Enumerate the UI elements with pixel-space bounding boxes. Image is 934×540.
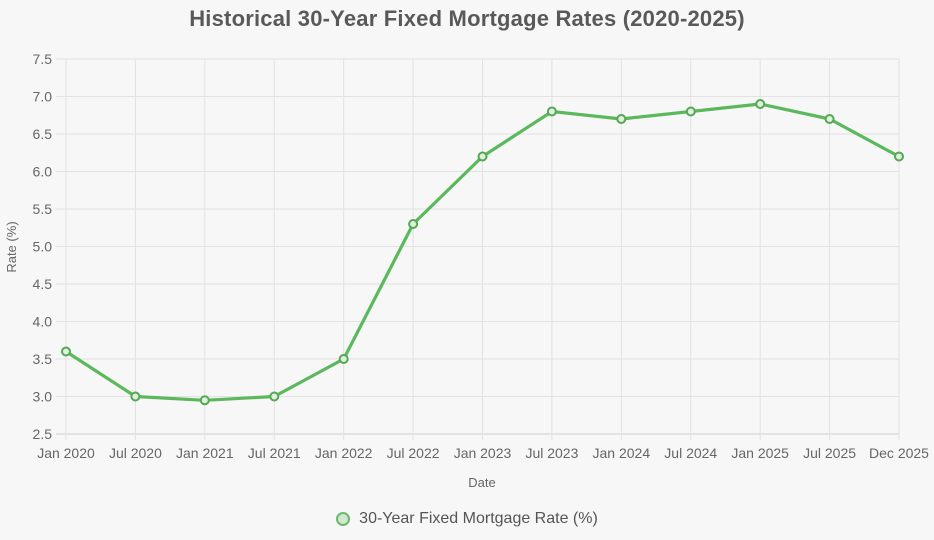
data-point[interactable] — [546, 106, 557, 117]
chart-title: Historical 30-Year Fixed Mortgage Rates … — [189, 6, 745, 31]
data-point[interactable] — [477, 151, 488, 162]
x-tick-label: Jul 2020 — [109, 445, 162, 461]
data-point[interactable] — [755, 99, 766, 109]
data-point[interactable] — [616, 114, 627, 124]
data-point[interactable] — [824, 114, 835, 124]
plot-area: 2.5 3.0 3.5 4.0 4.5 5.0 5.5 6.0 6.5 7.0 7.5 Jan 202… — [4, 51, 930, 490]
data-point[interactable] — [61, 346, 71, 357]
x-tick-label: Jan 2024 — [593, 445, 651, 461]
y-tick-label: 5.5 — [33, 201, 53, 217]
y-tick-label: 4.5 — [33, 276, 53, 292]
x-tick-label: Jan 2022 — [315, 445, 373, 461]
legend-item[interactable]: 30-Year Fixed Mortgage Rate (%) — [0, 507, 934, 531]
data-point[interactable] — [894, 151, 904, 162]
data-point[interactable] — [685, 106, 696, 117]
y-tick-label: 5.0 — [33, 239, 53, 255]
data-point[interactable] — [199, 395, 210, 406]
x-tick-label: Jan 2020 — [37, 445, 95, 461]
x-tick-label: Jul 2025 — [803, 445, 856, 461]
y-tick-label: 7.0 — [33, 89, 53, 105]
data-point[interactable] — [408, 219, 419, 229]
y-tick-label: 6.0 — [33, 164, 53, 180]
x-tick-label: Jul 2022 — [387, 445, 440, 461]
data-point[interactable] — [269, 391, 280, 402]
x-tick-label: Jul 2021 — [248, 445, 301, 461]
x-tick-label: Jan 2023 — [454, 445, 512, 461]
y-tick-label: 3.5 — [33, 351, 53, 367]
data-point[interactable] — [338, 354, 349, 364]
x-tick-label: Jul 2024 — [664, 445, 717, 461]
y-tick-label: 7.5 — [33, 51, 53, 67]
x-tick-label: Jul 2023 — [525, 445, 578, 461]
y-tick-label: 2.5 — [33, 426, 53, 442]
y-tick-label: 6.5 — [33, 126, 53, 142]
grid-layer — [56, 58, 900, 440]
y-axis-title: Rate (%) — [4, 221, 19, 272]
x-tick-label: Jan 2021 — [176, 445, 234, 461]
y-tick-label: 4.0 — [33, 314, 53, 330]
tick-layer: 2.5 3.0 3.5 4.0 4.5 5.0 5.5 6.0 6.5 7.0 7.5 Jan 202… — [33, 51, 930, 461]
legend-label: 30-Year Fixed Mortgage Rate (%) — [359, 510, 598, 527]
x-axis-title: Date — [468, 475, 495, 490]
x-tick-label: Dec 2025 — [869, 445, 929, 461]
legend-point-icon — [336, 512, 351, 526]
data-point[interactable] — [130, 391, 141, 402]
y-tick-label: 3.0 — [33, 389, 53, 405]
series-layer — [61, 99, 904, 406]
x-tick-label: Jan 2025 — [731, 445, 789, 461]
